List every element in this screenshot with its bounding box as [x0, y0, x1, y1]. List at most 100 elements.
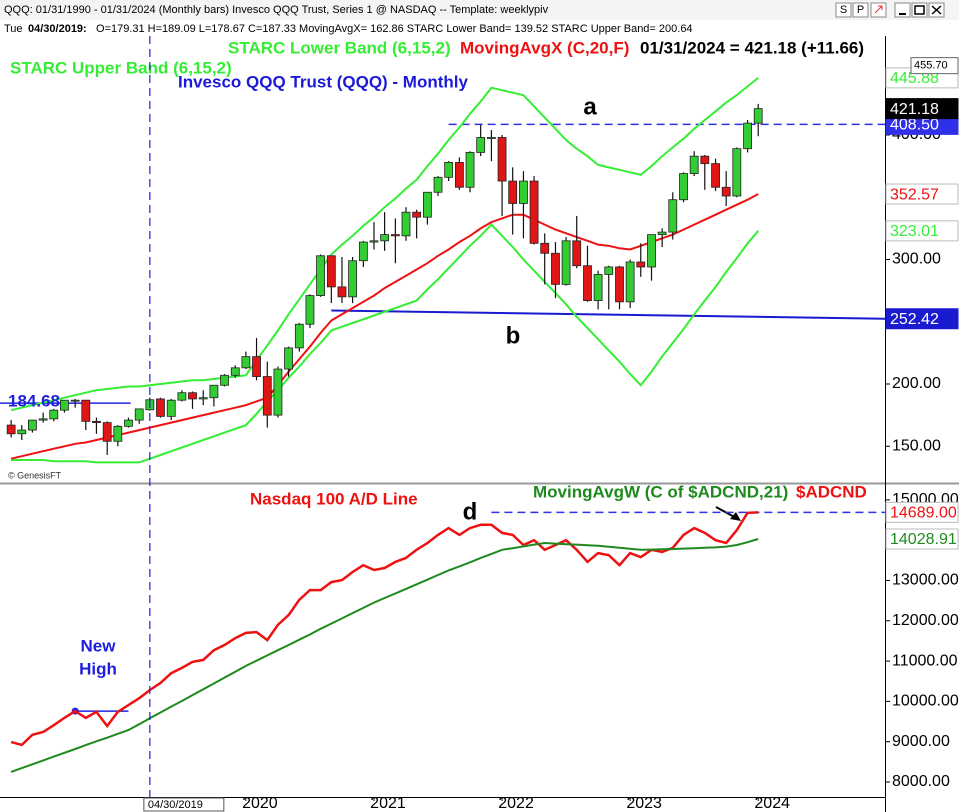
candle-body	[273, 368, 283, 416]
series-line	[11, 223, 759, 464]
candle-body	[294, 323, 304, 349]
y-tick-label: 13000.00	[892, 572, 959, 589]
candle-body	[572, 240, 582, 267]
last-bar-label: 01/31/2024 = 421.18 (+11.66)	[640, 38, 864, 57]
annotation: d	[463, 498, 478, 525]
trendline	[331, 309, 885, 320]
candle-body	[401, 211, 411, 237]
candle-body	[422, 191, 432, 218]
candle-body	[92, 420, 101, 424]
candle-body	[583, 265, 592, 301]
y-tick-label: 300.00	[892, 251, 941, 268]
status-day: Tue	[4, 23, 23, 35]
candle-body	[700, 155, 710, 165]
candle-body	[711, 163, 720, 188]
candle-body	[519, 180, 528, 204]
candle-body	[497, 137, 507, 182]
candle-body	[604, 266, 614, 275]
button-s-label[interactable]: S	[840, 4, 847, 16]
candle-body	[743, 122, 752, 150]
link-icon	[874, 5, 883, 14]
close-icon	[931, 5, 942, 15]
candle-body	[465, 152, 475, 188]
cursor-label-box	[143, 797, 225, 812]
candle-body	[380, 234, 390, 242]
panel-title: Nasdaq 100 A/D Line	[250, 489, 418, 508]
status-date: 04/30/2019:	[28, 23, 87, 35]
trendline-label-box	[885, 308, 959, 330]
arrow-head	[730, 512, 741, 521]
maximize-icon	[914, 5, 925, 15]
series-line	[10, 193, 759, 460]
legend-entry: STARC Upper Band (6,15,2)	[10, 58, 232, 77]
series-last-label: 14689.00	[890, 505, 957, 522]
candle-body	[188, 392, 197, 400]
candle-body	[689, 155, 699, 174]
annotation: New	[81, 636, 117, 655]
candle-body	[337, 286, 347, 298]
candle-body	[316, 255, 325, 297]
candle-body	[540, 242, 550, 254]
candle-body	[444, 161, 454, 178]
candle-body	[732, 148, 742, 197]
candle-body	[28, 419, 37, 431]
candle-body	[721, 186, 731, 197]
series-line	[10, 538, 759, 773]
series-line	[10, 77, 759, 412]
candle-body	[753, 108, 763, 124]
annotation: High	[79, 659, 117, 678]
y-tick-label: 8000.00	[892, 773, 950, 790]
y-tick-label: 150.00	[892, 437, 941, 454]
legend-entry: MovingAvgW (C of $ADCND,21)	[533, 482, 788, 501]
candle-body	[615, 266, 624, 303]
candle-body	[102, 422, 112, 442]
close-label: 421.18	[890, 101, 939, 118]
candle-body	[177, 392, 187, 401]
candle-body	[476, 137, 486, 153]
y-tick-label: 11000.00	[892, 652, 958, 669]
candle-body	[647, 234, 656, 268]
watermark: © GenesisFT	[8, 470, 62, 480]
candle-body	[358, 241, 368, 262]
button-p[interactable]	[852, 2, 869, 18]
candle-body	[166, 399, 176, 417]
close-label-box	[885, 98, 959, 120]
candle-body	[230, 367, 240, 376]
button-minimize[interactable]	[894, 2, 911, 18]
series-last-label: 445.88	[890, 70, 939, 87]
candle-body	[6, 424, 16, 435]
annotation: a	[583, 93, 597, 120]
candle-body	[412, 211, 422, 218]
candle-body	[305, 295, 315, 325]
y-tick-label: 10000.00	[892, 693, 959, 710]
candle-body	[326, 255, 336, 288]
candle-body	[561, 240, 571, 285]
plot-area	[0, 77, 885, 464]
trendline-label: 252.42	[890, 311, 939, 328]
candle-body	[252, 356, 261, 377]
candle-body	[551, 252, 560, 285]
axis-top-label: 455.70	[914, 60, 948, 72]
status-values: O=179.31 H=189.09 L=178.67 C=187.33 Movi…	[96, 23, 693, 35]
panel-title: Invesco QQQ Trust (QQQ) - Monthly	[178, 72, 469, 91]
candle-body	[593, 274, 603, 301]
candle-body	[81, 399, 91, 422]
candle-body	[508, 180, 518, 204]
candle-body	[60, 399, 69, 411]
candle-body	[657, 231, 667, 235]
annotation: b	[506, 322, 521, 349]
candle-body	[390, 234, 400, 237]
series-line	[10, 511, 759, 747]
candle-body	[220, 374, 229, 386]
reference-label: 184.68	[8, 392, 60, 411]
candle-body	[156, 398, 165, 417]
button-s[interactable]	[835, 2, 852, 18]
series-last-label: 352.57	[890, 186, 939, 203]
candle-body	[668, 199, 678, 233]
reference-label: 408.50	[890, 117, 939, 134]
cursor-label: 04/30/2019	[148, 799, 203, 811]
candle-body	[636, 261, 646, 268]
candle-body	[209, 384, 219, 399]
button-p-label[interactable]: P	[857, 4, 864, 16]
